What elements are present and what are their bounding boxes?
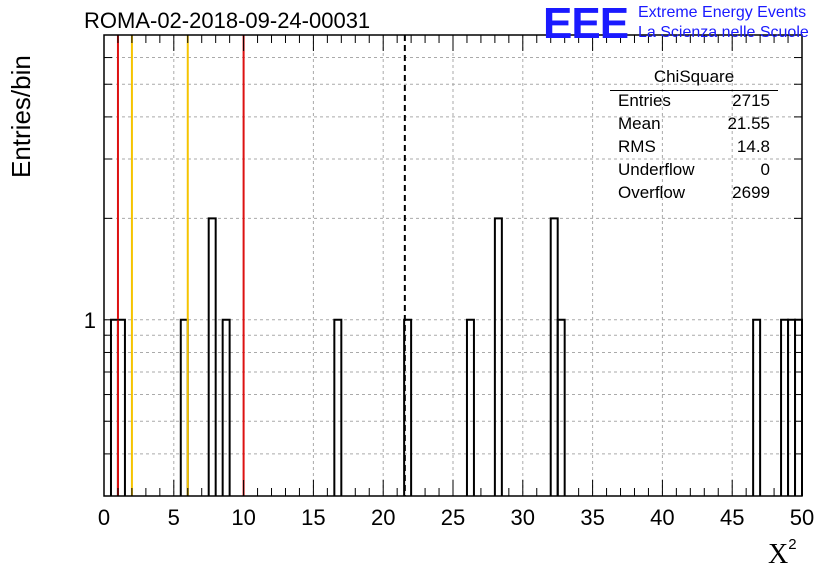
histogram-bar bbox=[221, 318, 231, 496]
histogram-bar bbox=[752, 318, 762, 496]
histogram-bar bbox=[179, 318, 189, 496]
histogram-bar bbox=[333, 318, 343, 496]
stats-row: RMS 14.8 bbox=[610, 135, 778, 158]
y-tick-label: 1 bbox=[84, 308, 96, 333]
x-axis-label-superscript: 2 bbox=[788, 536, 797, 553]
stats-key: Entries bbox=[618, 91, 671, 110]
stats-key: Mean bbox=[618, 114, 661, 133]
stats-box-title: ChiSquare bbox=[653, 67, 735, 86]
histogram-bar bbox=[556, 318, 566, 496]
y-axis-label: Entries/bin bbox=[6, 55, 36, 178]
x-tick-label: 35 bbox=[580, 505, 604, 530]
x-axis-label: X2 bbox=[768, 536, 797, 571]
stats-key: Underflow bbox=[618, 160, 695, 179]
logo-text-line1: Extreme Energy Events bbox=[638, 4, 807, 21]
x-tick-label: 45 bbox=[720, 505, 744, 530]
stats-key: Overflow bbox=[618, 183, 686, 202]
stats-row: Overflow 2699 bbox=[610, 181, 778, 204]
x-tick-label: 20 bbox=[371, 505, 395, 530]
histogram-bar bbox=[109, 318, 119, 496]
stats-key: RMS bbox=[618, 137, 656, 156]
x-tick-label: 40 bbox=[650, 505, 674, 530]
stats-box-rule bbox=[610, 90, 778, 91]
histogram-bar bbox=[493, 217, 503, 496]
histogram-bar bbox=[207, 217, 217, 496]
chart-title: ROMA-02-2018-09-24-00031 bbox=[84, 8, 371, 33]
stats-box: ChiSquare Entries 2715 Mean 21.55 RMS 14.8 … bbox=[610, 67, 778, 204]
stats-value: 21.55 bbox=[727, 114, 770, 133]
histogram-bar bbox=[116, 318, 126, 496]
x-tick-label: 10 bbox=[231, 505, 255, 530]
logo-text-line2: La Scienza nelle Scuole bbox=[638, 24, 809, 41]
histogram-bar bbox=[794, 318, 803, 496]
eee-logo: EEE bbox=[543, 0, 629, 48]
stats-value: 2715 bbox=[732, 91, 770, 110]
x-tick-label: 15 bbox=[301, 505, 325, 530]
histogram-bar bbox=[465, 318, 475, 496]
x-axis-label-base: X bbox=[768, 539, 789, 570]
x-tick-label: 5 bbox=[168, 505, 180, 530]
x-tick-label: 25 bbox=[441, 505, 465, 530]
stats-row: Underflow 0 bbox=[610, 158, 778, 181]
stats-row: Entries 2715 bbox=[610, 89, 778, 112]
stats-value: 2699 bbox=[732, 183, 770, 202]
stats-value: 0 bbox=[760, 160, 770, 179]
stats-value: 14.8 bbox=[736, 137, 770, 156]
stats-row: Mean 21.55 bbox=[610, 112, 778, 135]
x-tick-label: 0 bbox=[98, 505, 110, 530]
histogram-bar bbox=[787, 318, 797, 496]
histogram-bar bbox=[780, 318, 790, 496]
x-tick-label: 50 bbox=[790, 505, 814, 530]
x-tick-label: 30 bbox=[511, 505, 535, 530]
